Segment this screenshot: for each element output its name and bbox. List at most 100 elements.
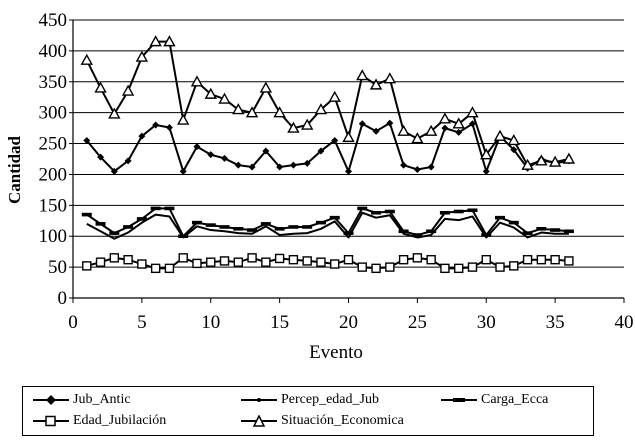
data-point-dash	[426, 229, 437, 234]
data-point-square	[192, 258, 202, 269]
data-point-triangle	[369, 78, 383, 90]
data-point-diamond	[289, 161, 297, 169]
y-tick-label: 200	[39, 164, 68, 185]
data-point-square	[357, 262, 367, 272]
y-tick-label: 0	[58, 288, 68, 309]
data-point-triangle	[259, 81, 273, 93]
legend-label: Jub_Antic	[73, 392, 131, 407]
data-point-square	[178, 253, 188, 263]
y-tick-label: 150	[39, 195, 68, 216]
data-point-dash	[467, 208, 478, 213]
data-point-diamond	[110, 167, 118, 175]
data-point-diamond	[441, 124, 449, 132]
data-point-diamond	[207, 151, 215, 159]
data-point-diamond	[317, 147, 325, 155]
data-point-square	[233, 257, 244, 267]
data-point-square	[247, 253, 257, 263]
data-point-dash	[357, 206, 368, 211]
y-tick-label: 450	[39, 10, 68, 31]
data-point-square	[137, 259, 147, 269]
data-point-diamond	[331, 136, 339, 144]
data-point-dash	[260, 222, 271, 226]
data-point-square	[454, 263, 464, 274]
data-point-square	[481, 254, 491, 265]
legend-item-carga-ecca: Carga_Ecca	[441, 392, 548, 408]
data-point-dash	[563, 229, 574, 234]
gridlines	[73, 19, 624, 268]
series-layer	[80, 35, 576, 274]
data-point-dash	[205, 223, 216, 227]
data-point-diamond	[83, 136, 91, 144]
data-point-triangle	[535, 154, 548, 166]
data-point-triangle	[493, 129, 507, 141]
series-line	[86, 122, 570, 173]
legend-item-jub-antic: Jub_Antic	[33, 392, 131, 408]
series-jub-antic	[83, 119, 573, 175]
data-point-dash	[315, 220, 326, 225]
x-tick-label: 20	[339, 312, 358, 333]
x-axis-label: Evento	[309, 342, 363, 363]
data-point-diamond	[510, 146, 518, 154]
data-point-diamond	[276, 163, 284, 171]
data-point-diamond	[124, 157, 132, 165]
data-point-diamond	[138, 132, 146, 140]
x-tick-label: 0	[68, 312, 78, 333]
data-point-dash	[274, 227, 285, 231]
data-point-square	[440, 263, 450, 274]
data-point-square	[330, 259, 340, 269]
data-point-triangle	[273, 106, 286, 118]
data-point-diamond	[262, 147, 270, 155]
data-point-diamond	[179, 167, 187, 175]
data-point-triangle	[177, 113, 190, 125]
data-point-square	[150, 263, 161, 274]
data-point-triangle	[218, 92, 231, 104]
x-tick-label: 35	[546, 312, 565, 333]
data-point-triangle	[507, 134, 520, 146]
legend-line-icon	[241, 398, 277, 402]
data-point-square	[398, 254, 409, 265]
tick-labels: 0 50 100 150 200 250 300 350 400 450 0 5 10 15 20 25 30 3…	[39, 10, 634, 333]
data-point-triangle	[480, 148, 493, 160]
data-point-dash	[219, 225, 230, 229]
legend-label: Edad_Jubilación	[73, 413, 167, 428]
data-point-diamond	[427, 163, 435, 171]
y-tick-label: 50	[48, 257, 67, 278]
data-point-square	[274, 253, 285, 264]
x-tick-label: 30	[477, 312, 496, 333]
legend-item-percep-edad-jub: Percep_edad_Jub	[241, 392, 379, 408]
data-point-dash	[495, 215, 506, 220]
data-point-diamond	[400, 161, 408, 169]
legend-item-edad-jubilacion: Edad_Jubilación	[33, 413, 166, 429]
data-point-triangle	[438, 112, 452, 124]
data-point-triangle	[356, 69, 369, 81]
series-carga-ecca	[81, 206, 574, 239]
data-point-dash	[164, 206, 175, 211]
data-point-diamond	[358, 120, 366, 128]
data-point-triangle	[94, 81, 107, 93]
data-point-triangle	[466, 106, 479, 118]
x-tick-label: 10	[201, 312, 220, 333]
data-point-triangle	[328, 90, 341, 102]
data-point-dash	[439, 210, 450, 215]
data-point-dash	[550, 228, 561, 232]
data-point-square	[206, 257, 216, 267]
legend-dash-line-icon	[441, 398, 477, 402]
data-point-diamond	[413, 166, 421, 174]
y-tick-label: 400	[39, 41, 68, 62]
data-point-square	[302, 256, 312, 266]
data-point-dash	[384, 209, 395, 214]
y-tick-label: 250	[39, 134, 68, 155]
data-point-square	[412, 253, 423, 263]
data-point-dash	[191, 220, 202, 225]
data-point-diamond	[97, 153, 105, 161]
data-point-dash	[302, 225, 313, 229]
data-point-dash	[233, 227, 244, 231]
data-point-square	[316, 257, 326, 267]
x-tick-label: 5	[137, 312, 147, 333]
data-point-diamond	[372, 127, 380, 135]
data-point-dash	[136, 217, 147, 221]
data-point-dash	[95, 222, 106, 226]
series-edad-jubilaci-n	[82, 253, 574, 274]
data-point-triangle	[300, 118, 314, 130]
